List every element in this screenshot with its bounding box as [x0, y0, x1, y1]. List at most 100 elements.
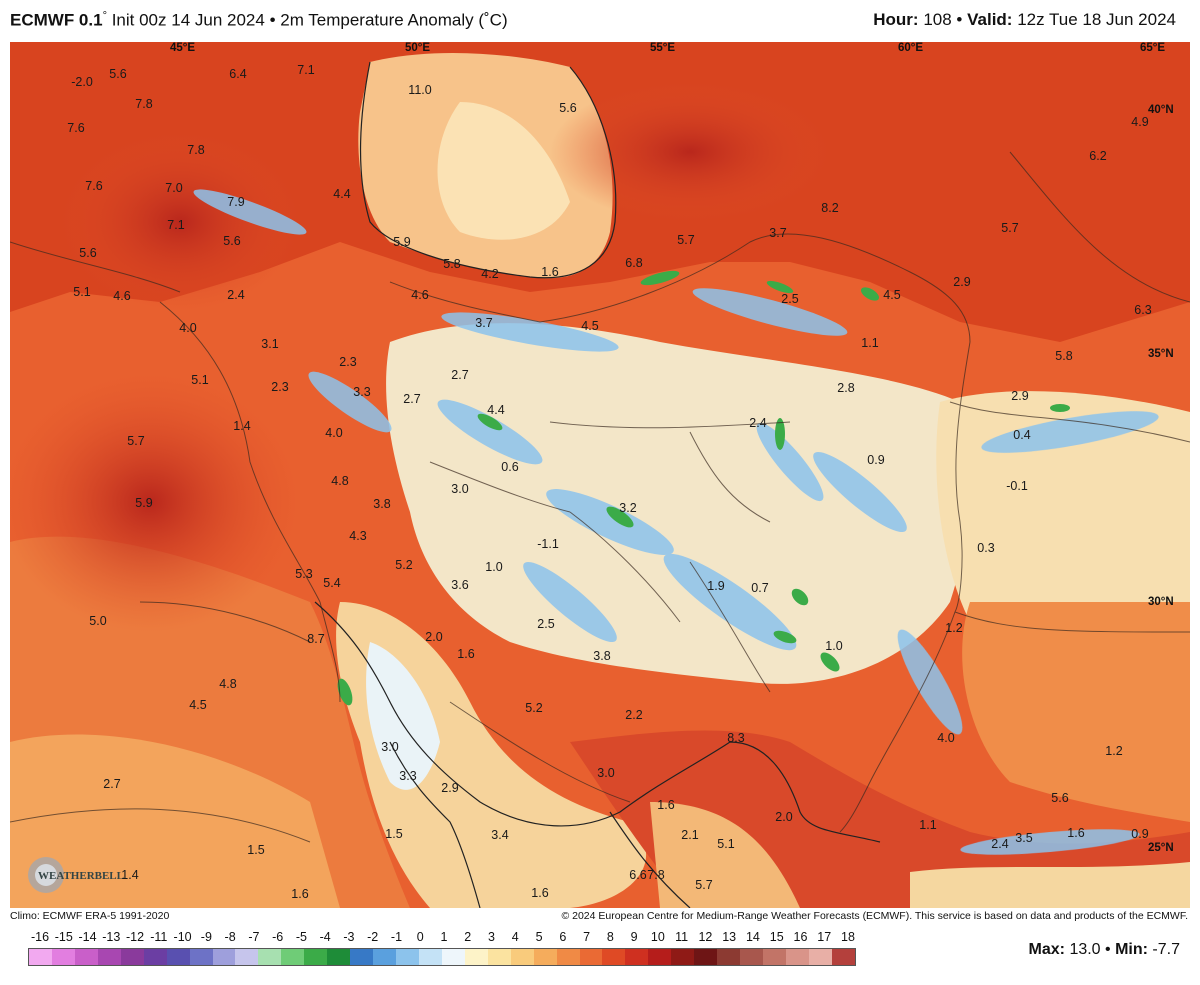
hour-value: 108	[923, 10, 952, 29]
logo-graphic: WEATHERBELL	[28, 857, 124, 893]
anomaly-value-label: 0.9	[867, 453, 885, 467]
colorbar-tick-label: -14	[78, 930, 97, 944]
max-min-summary: Max: 13.0 • Min: -7.7	[1029, 941, 1180, 959]
anomaly-value-label: -1.1	[537, 537, 559, 551]
anomaly-value-label: 8.2	[821, 201, 839, 215]
anomaly-value-label: 4.6	[113, 289, 131, 303]
anomaly-value-label: 5.7	[677, 233, 695, 247]
anomaly-value-label: 3.7	[769, 226, 787, 240]
anomaly-value-label: 4.2	[481, 267, 499, 281]
colorbar-swatch	[671, 949, 695, 965]
hour-label: Hour:	[873, 10, 919, 29]
lat-label-35n: 35°N	[1148, 348, 1174, 360]
anomaly-value-label: 1.4	[121, 868, 139, 882]
colorbar-tick-label: 18	[841, 930, 855, 944]
colorbar-tick-label: -8	[224, 930, 236, 944]
anomaly-value-label: 3.8	[373, 497, 391, 511]
anomaly-value-label: 1.6	[657, 798, 675, 812]
anomaly-value-label: 2.3	[271, 380, 289, 394]
lon-label-60e: 60°E	[898, 42, 924, 54]
colorbar-tick-label: 10	[650, 930, 665, 944]
cold-anomaly-spots	[337, 270, 1070, 706]
colorbar-tick-label: 3	[488, 930, 495, 944]
anomaly-value-label: 5.2	[395, 558, 413, 572]
cool-anomaly-streaks	[193, 189, 1159, 855]
anomaly-value-label: 2.2	[625, 708, 643, 722]
anomaly-value-label: 2.0	[775, 810, 793, 824]
anomaly-value-label: 5.8	[1055, 349, 1073, 363]
anomaly-value-label: 0.9	[1131, 827, 1149, 841]
iraq-hot-core	[10, 372, 300, 632]
colorbar-tick-label: 12	[698, 930, 713, 944]
turkmen-hot-core	[550, 82, 830, 222]
anomaly-value-label: 3.7	[475, 316, 493, 330]
arabian-sea-zone	[910, 862, 1190, 908]
anomaly-value-label: 2.7	[103, 777, 121, 791]
pakistan-warm-zone	[962, 602, 1190, 822]
anomaly-value-label: 4.5	[883, 288, 901, 302]
product-name: 2m Temperature Anomaly (˚C)	[280, 10, 508, 30]
colorbar-swatch	[441, 949, 465, 965]
colorbar-tick-label: 5	[535, 930, 543, 944]
anomaly-value-label: 2.7	[403, 392, 421, 406]
anomaly-value-label: 4.4	[487, 403, 505, 417]
anomaly-value-label: 1.0	[825, 639, 843, 653]
anomaly-value-label: 7.8	[647, 868, 665, 882]
anomaly-value-label: 4.0	[325, 426, 343, 440]
anomaly-value-label: 4.3	[349, 529, 367, 543]
anomaly-value-label: 7.8	[135, 97, 153, 111]
colorbar-swatch	[373, 949, 396, 965]
valid-time-info: Hour: 108 • Valid: 12z Tue 18 Jun 2024	[873, 10, 1176, 30]
max-value: 13.0	[1069, 941, 1101, 958]
colorbar-swatch	[418, 949, 442, 965]
degree-symbol: °	[102, 10, 107, 22]
colorbar-swatch	[510, 949, 534, 965]
colorbar-swatch	[51, 949, 75, 965]
colorbar-tick-label: -4	[319, 930, 331, 944]
colorbar-tick-label: -15	[54, 930, 73, 944]
climo-note: Climo: ECMWF ERA-5 1991-2020	[10, 910, 170, 922]
colorbar-tick-label: -5	[295, 930, 307, 944]
anomaly-value-label: 0.3	[977, 541, 995, 555]
country-borders	[10, 151, 1190, 843]
colorbar-swatch	[717, 949, 741, 965]
anomaly-value-label: 5.7	[1001, 221, 1019, 235]
coastlines	[314, 61, 881, 908]
colorbar-tick-label: -6	[272, 930, 284, 944]
anomaly-value-label: 1.9	[707, 579, 725, 593]
anomaly-value-label: 4.8	[219, 677, 237, 691]
colorbar-swatch	[763, 949, 786, 965]
anomaly-value-label: 2.8	[837, 381, 855, 395]
anomaly-value-label: 4.0	[937, 731, 955, 745]
valid-label: Valid:	[967, 10, 1013, 29]
anomaly-value-label: 2.7	[451, 368, 469, 382]
valid-separator: •	[956, 10, 963, 29]
anomaly-value-label: 6.4	[229, 67, 247, 81]
anomaly-value-label: 7.6	[67, 121, 85, 135]
anomaly-value-label: 7.9	[227, 195, 245, 209]
anomaly-value-label: 2.9	[953, 275, 971, 289]
colorbar-labels: -16 -15 -14 -13 -12 -11 -10 -9 -8 -7 -6 -5 -4 -3 -2 -1 0…	[28, 930, 856, 946]
lat-label-40n: 40°N	[1148, 104, 1174, 116]
colorbar-swatch	[143, 949, 167, 965]
min-label: Min:	[1115, 941, 1148, 958]
anomaly-value-label: 5.1	[191, 373, 209, 387]
colorbar-tick-label: 8	[606, 930, 614, 944]
anomaly-value-label: 5.0	[89, 614, 107, 628]
colorbar-tick-label: 7	[583, 930, 591, 944]
oman-gulf-zone	[650, 802, 800, 908]
colorbar-tick-label: 13	[722, 930, 737, 944]
temperature-anomaly-map: 45°E 50°E 55°E 60°E 65°E 40°N 35°N 30°N …	[10, 42, 1190, 908]
anomaly-value-label: 4.8	[331, 474, 349, 488]
caspian-center	[437, 102, 570, 240]
anomaly-value-label: 3.5	[1015, 831, 1033, 845]
colorbar-swatch	[29, 949, 52, 965]
plateau-cool-zone	[386, 323, 971, 684]
anomaly-value-label: 5.1	[73, 285, 91, 299]
colorbar-swatch	[785, 949, 809, 965]
colorbar-swatch	[808, 949, 832, 965]
colorbar-tick-label: -7	[248, 930, 260, 944]
colorbar-tick-label: -12	[126, 930, 145, 944]
colorbar-tick-label: -11	[150, 930, 168, 944]
colorbar-swatch	[694, 949, 718, 965]
